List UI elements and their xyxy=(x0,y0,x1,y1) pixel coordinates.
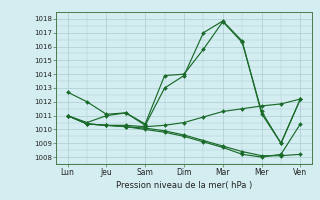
X-axis label: Pression niveau de la mer( hPa ): Pression niveau de la mer( hPa ) xyxy=(116,181,252,190)
